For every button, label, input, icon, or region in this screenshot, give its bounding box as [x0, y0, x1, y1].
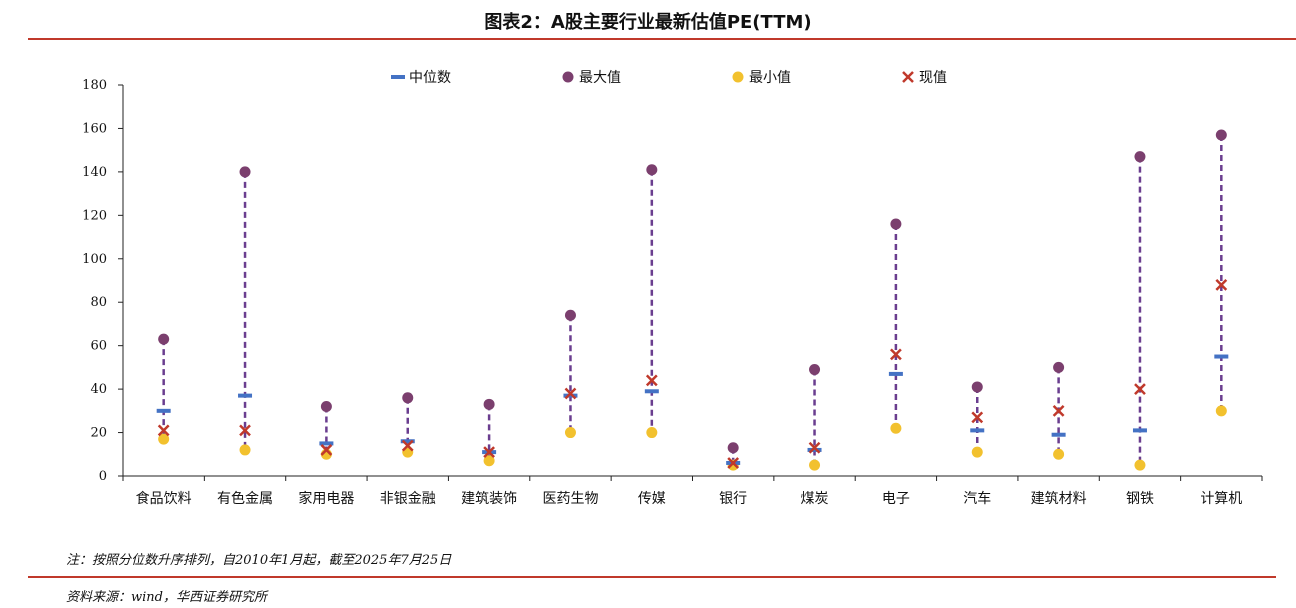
min-point [1053, 448, 1065, 460]
min-point [239, 444, 251, 456]
x-category-label: 银行 [719, 491, 747, 507]
median-mark [238, 393, 253, 398]
median-mark [888, 371, 903, 376]
current-mark [1134, 383, 1146, 395]
x-category-label: 煤炭 [801, 491, 829, 507]
y-tick-label: 160 [82, 121, 107, 136]
min-point [483, 455, 495, 467]
x-category-label: 有色金属 [217, 490, 273, 507]
max-point [158, 333, 170, 345]
y-tick-label: 120 [82, 208, 107, 223]
legend-marker-median [391, 75, 405, 79]
current-mark [157, 424, 170, 437]
chart-note: 注：按照分位数升序排列，自2010年1月起，截至2025年7月25日 [66, 553, 452, 568]
legend: 中位数 最大值 最小值 现值 [391, 70, 947, 86]
max-point [1215, 129, 1227, 141]
legend-marker-max [562, 71, 574, 83]
max-point [1134, 151, 1146, 163]
legend-label: 最小值 [749, 70, 791, 86]
x-category-label: 食品饮料 [136, 490, 192, 507]
current-mark [1052, 404, 1065, 417]
x-category-label: 电子 [882, 491, 910, 507]
median-mark [319, 441, 334, 446]
current-mark [239, 424, 251, 437]
min-point [1134, 459, 1146, 471]
current-mark [401, 439, 414, 452]
legend-marker-current [902, 71, 914, 83]
x-category-label: 传媒 [638, 491, 666, 507]
y-tick-label: 20 [90, 426, 107, 441]
current-mark [727, 457, 740, 469]
max-point [564, 309, 576, 321]
y-tick-label: 100 [82, 252, 107, 267]
y-tick-label: 0 [99, 469, 107, 484]
max-point [890, 218, 902, 230]
current-mark [808, 441, 821, 454]
current-mark [483, 446, 495, 458]
min-point [971, 446, 983, 458]
x-category-label: 家用电器 [298, 490, 354, 507]
x-category-label: 计算机 [1200, 491, 1242, 507]
y-tick-label: 140 [82, 165, 107, 180]
max-point [239, 166, 251, 178]
legend-label: 最大值 [579, 70, 621, 86]
legend-label: 中位数 [409, 70, 451, 86]
y-tick-label: 180 [82, 78, 107, 93]
median-mark [1214, 354, 1229, 359]
current-mark [890, 348, 902, 361]
title-rule [28, 38, 1296, 40]
chart-area: 0 20 40 60 80 100 120 140 160 180 食品饮料 有色金属 家用电器 非银金融… [82, 70, 1263, 507]
chart-source: 资料来源：wind，华西证券研究所 [66, 590, 267, 605]
median-mark [970, 428, 985, 433]
min-point [158, 433, 170, 445]
x-category-label: 建筑材料 [1031, 491, 1087, 507]
median-mark [807, 447, 822, 452]
min-point [1215, 405, 1227, 417]
min-point [809, 459, 821, 471]
max-point [727, 442, 739, 454]
x-category-label: 建筑装饰 [461, 491, 517, 507]
current-mark [320, 444, 333, 456]
max-point [483, 398, 495, 410]
median-mark [644, 389, 659, 394]
max-point [1053, 361, 1065, 373]
chart-marks [156, 129, 1229, 471]
x-category-label: 非银金融 [380, 491, 436, 507]
footer-rule [28, 576, 1276, 578]
current-mark [564, 387, 577, 400]
chart-title: 图表2：A股主要行业最新估值PE(TTM) [484, 12, 812, 33]
min-point [646, 427, 658, 439]
legend-marker-min [732, 71, 744, 83]
max-point [809, 364, 821, 376]
max-point [971, 381, 983, 393]
y-tick-label: 60 [90, 339, 107, 354]
median-mark [1132, 428, 1147, 433]
max-point [646, 164, 658, 176]
current-mark [971, 411, 984, 424]
x-category-label: 医药生物 [542, 491, 598, 507]
max-point [320, 400, 332, 412]
median-mark [156, 408, 171, 413]
min-point [890, 422, 902, 434]
median-mark [1051, 432, 1066, 437]
x-category-label: 汽车 [963, 490, 991, 507]
current-mark [1215, 278, 1228, 291]
legend-label: 现值 [919, 70, 947, 86]
axes: 0 20 40 60 80 100 120 140 160 180 食品饮料 有色金属 家用电器 非银金融… [82, 78, 1263, 507]
median-mark [400, 439, 415, 444]
y-tick-label: 40 [90, 382, 107, 397]
y-tick-label: 80 [90, 295, 107, 310]
current-mark [645, 374, 658, 387]
max-point [402, 392, 414, 404]
median-mark [563, 393, 578, 398]
min-point [564, 427, 576, 439]
x-category-label: 钢铁 [1126, 491, 1154, 507]
